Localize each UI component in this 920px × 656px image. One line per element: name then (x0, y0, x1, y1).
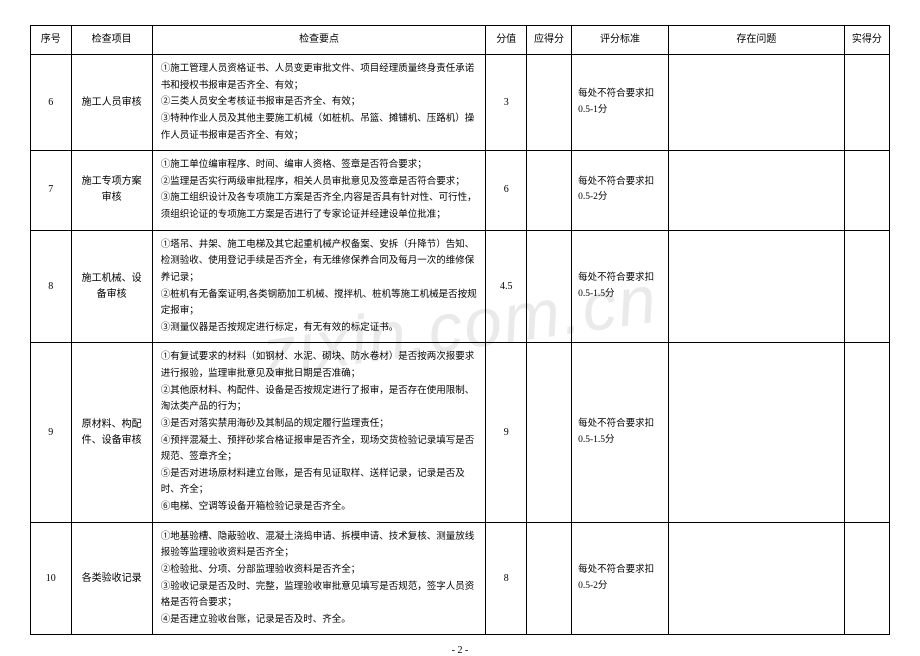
table-row: 7 施工专项方案审核 ①施工单位编审程序、时间、编审人资格、签章是否符合要求；②… (31, 151, 890, 231)
cell-item: 各类验收记录 (71, 522, 152, 635)
header-num: 序号 (31, 26, 72, 55)
cell-points: ①施工管理人员资格证书、人员变更审批文件、项目经理质量终身责任承诺书和授权书报审… (152, 55, 486, 151)
cell-actual (844, 343, 889, 522)
cell-score: 3 (486, 55, 527, 151)
cell-due (526, 522, 571, 635)
table-row: 6 施工人员审核 ①施工管理人员资格证书、人员变更审批文件、项目经理质量终身责任… (31, 55, 890, 151)
header-due: 应得分 (526, 26, 571, 55)
cell-num: 7 (31, 151, 72, 231)
cell-score: 8 (486, 522, 527, 635)
table-row: 9 原材料、构配件、设备审核 ①有复试要求的材料（如钢材、水泥、砌块、防水卷材）… (31, 343, 890, 522)
cell-item: 施工专项方案审核 (71, 151, 152, 231)
cell-standard: 每处不符合要求扣0.5-2分 (572, 522, 669, 635)
cell-standard: 每处不符合要求扣0.5-1.5分 (572, 230, 669, 343)
header-score: 分值 (486, 26, 527, 55)
cell-score: 6 (486, 151, 527, 231)
cell-item: 施工人员审核 (71, 55, 152, 151)
cell-num: 6 (31, 55, 72, 151)
cell-points: ①塔吊、井架、施工电梯及其它起重机械产权备案、安拆（升降节）告知、检测验收、使用… (152, 230, 486, 343)
cell-item: 施工机械、设备审核 (71, 230, 152, 343)
cell-item: 原材料、构配件、设备审核 (71, 343, 152, 522)
cell-due (526, 230, 571, 343)
cell-actual (844, 522, 889, 635)
cell-issues (669, 151, 845, 231)
cell-standard: 每处不符合要求扣0.5-1.5分 (572, 343, 669, 522)
cell-standard: 每处不符合要求扣0.5-1分 (572, 55, 669, 151)
table-header-row: 序号 检查项目 检查要点 分值 应得分 评分标准 存在问题 实得分 (31, 26, 890, 55)
cell-issues (669, 522, 845, 635)
cell-num: 10 (31, 522, 72, 635)
cell-actual (844, 151, 889, 231)
cell-actual (844, 55, 889, 151)
table-row: 10 各类验收记录 ①地基验槽、隐蔽验收、混凝土浇捣申请、拆模申请、技术复核、测… (31, 522, 890, 635)
table-row: 8 施工机械、设备审核 ①塔吊、井架、施工电梯及其它起重机械产权备案、安拆（升降… (31, 230, 890, 343)
header-standard: 评分标准 (572, 26, 669, 55)
cell-issues (669, 55, 845, 151)
cell-issues (669, 343, 845, 522)
cell-due (526, 55, 571, 151)
cell-actual (844, 230, 889, 343)
cell-score: 9 (486, 343, 527, 522)
header-points: 检查要点 (152, 26, 486, 55)
table-body: 6 施工人员审核 ①施工管理人员资格证书、人员变更审批文件、项目经理质量终身责任… (31, 55, 890, 635)
cell-points: ①施工单位编审程序、时间、编审人资格、签章是否符合要求；②监理是否实行两级审批程… (152, 151, 486, 231)
inspection-table: 序号 检查项目 检查要点 分值 应得分 评分标准 存在问题 实得分 6 施工人员… (30, 25, 890, 635)
cell-issues (669, 230, 845, 343)
header-item: 检查项目 (71, 26, 152, 55)
cell-due (526, 343, 571, 522)
header-actual: 实得分 (844, 26, 889, 55)
cell-num: 8 (31, 230, 72, 343)
cell-points: ①地基验槽、隐蔽验收、混凝土浇捣申请、拆模申请、技术复核、测量放线报验等监理验收… (152, 522, 486, 635)
cell-standard: 每处不符合要求扣0.5-2分 (572, 151, 669, 231)
cell-due (526, 151, 571, 231)
header-issues: 存在问题 (669, 26, 845, 55)
cell-score: 4.5 (486, 230, 527, 343)
cell-num: 9 (31, 343, 72, 522)
cell-points: ①有复试要求的材料（如钢材、水泥、砌块、防水卷材）是否按两次报要求进行报验，监理… (152, 343, 486, 522)
